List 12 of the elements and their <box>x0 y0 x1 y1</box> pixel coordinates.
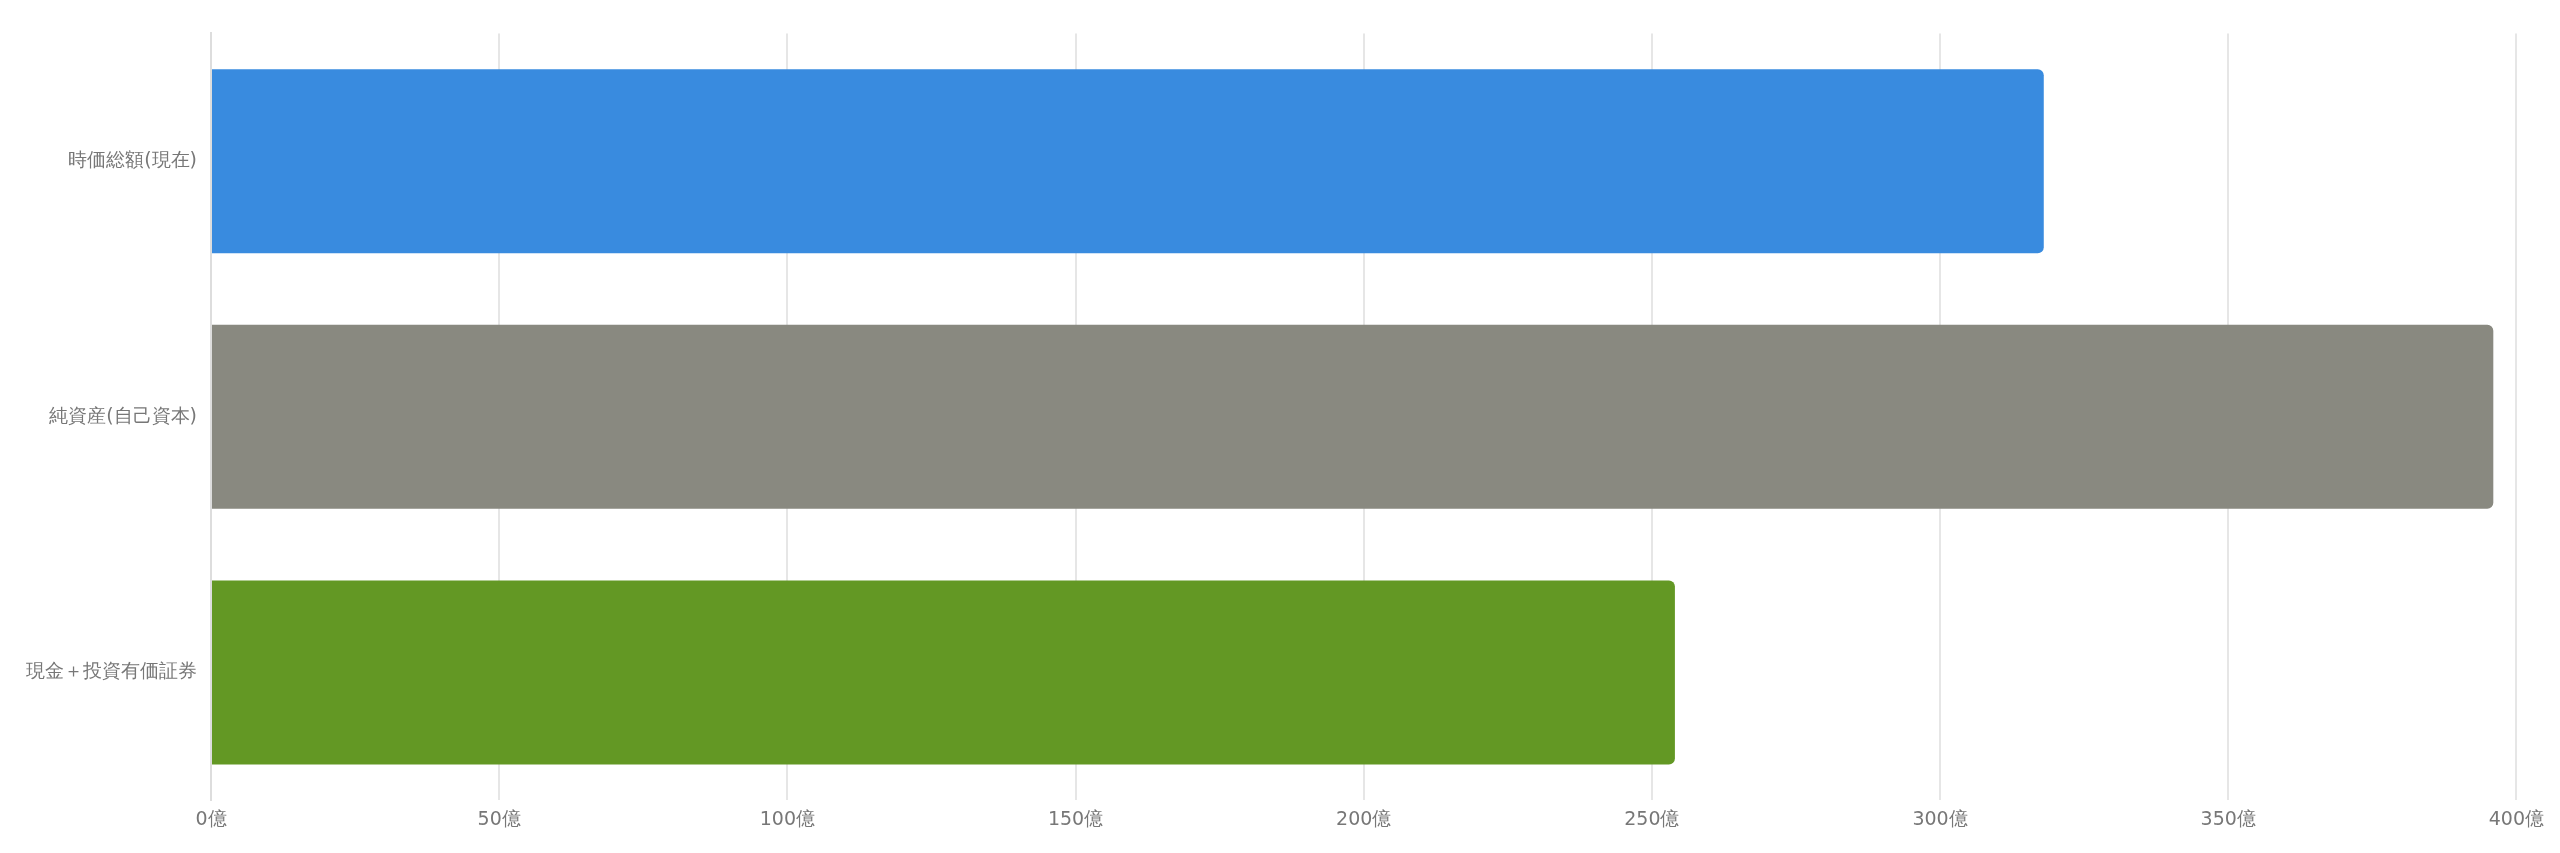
y-tick-label: 現金＋投資有価証券 <box>26 659 197 682</box>
x-tick-label: 300億 <box>1912 806 1968 829</box>
y-tick-label: 時価総額(現在) <box>68 148 197 171</box>
x-tick-label: 400億 <box>2488 806 2544 829</box>
x-tick-label: 250億 <box>1624 806 1680 829</box>
x-tick-label: 150億 <box>1047 806 1104 829</box>
x-tick-label: 100億 <box>759 806 815 829</box>
x-tick-label: 350億 <box>2200 806 2256 829</box>
x-tick-label: 200億 <box>1336 806 1392 829</box>
x-tick-label: 0億 <box>195 806 227 829</box>
y-tick-label: 純資産(自己資本) <box>49 403 197 426</box>
x-tick-label: 50億 <box>477 806 521 829</box>
